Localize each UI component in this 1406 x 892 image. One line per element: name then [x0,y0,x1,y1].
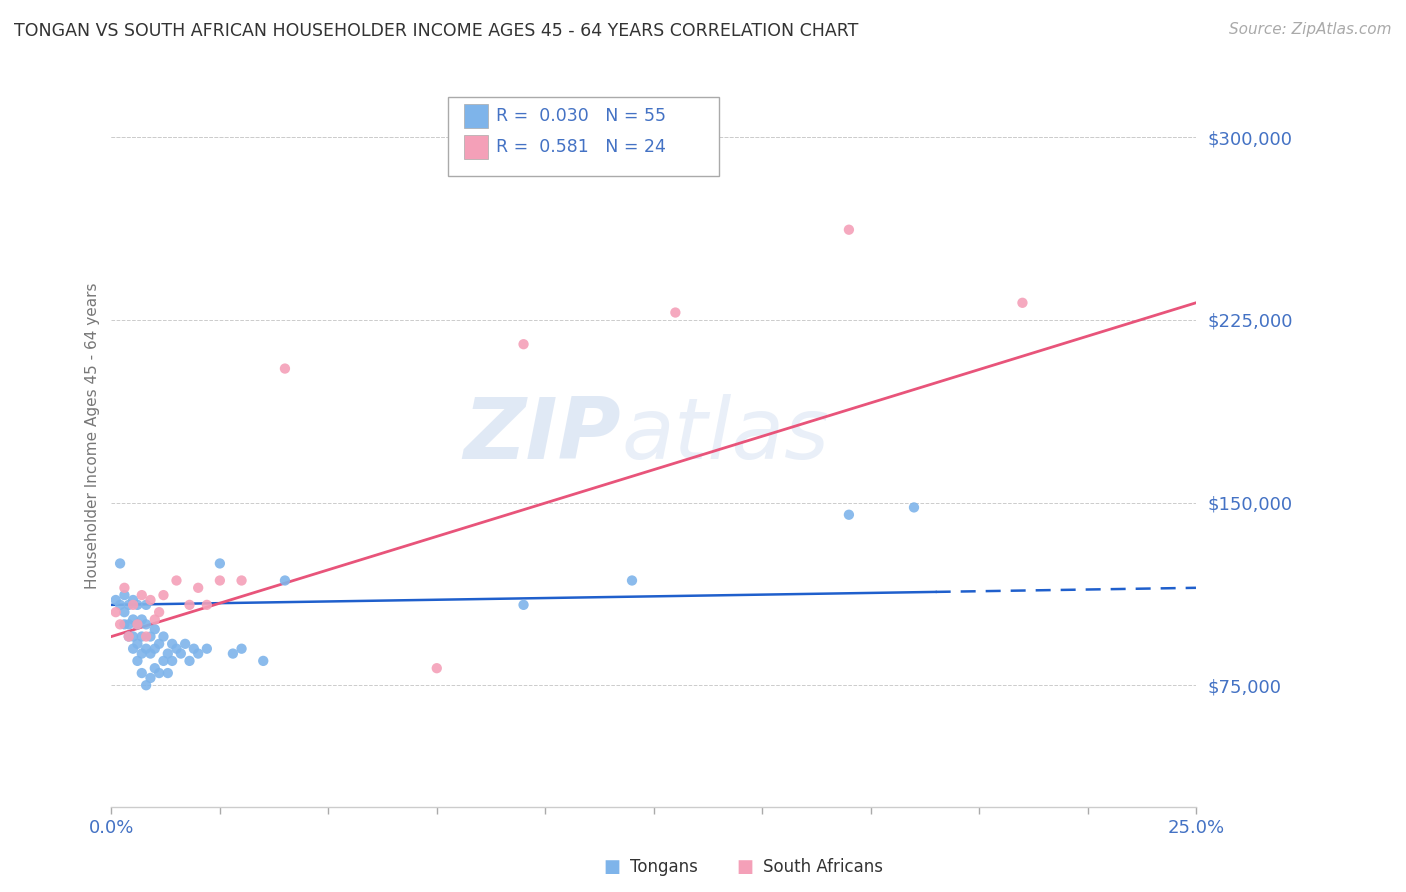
Point [122,630,145,644]
Point [112,588,135,602]
Point [139,593,162,607]
Point [152,588,174,602]
Point [160,637,183,651]
Point [118,617,141,632]
Text: ZIP: ZIP [464,394,621,477]
Point [135,617,157,632]
Point [187,581,209,595]
Point [274,361,297,376]
Point [127,617,149,632]
Point [231,574,253,588]
Point [179,598,201,612]
Point [222,647,245,661]
Point [131,630,153,644]
Y-axis label: Householder Income Ages 45 - 64 years: Householder Income Ages 45 - 64 years [86,282,100,589]
Point [135,678,157,692]
Point [139,647,162,661]
Point [179,654,201,668]
Point [838,223,860,237]
Bar [464,104,488,128]
Point [621,574,644,588]
Point [139,671,162,685]
Point [512,598,534,612]
Point [170,647,193,661]
Point [148,605,170,619]
Point [122,641,145,656]
Text: R =  0.030   N = 55: R = 0.030 N = 55 [496,107,666,125]
Point [148,637,170,651]
Point [112,581,135,595]
Point [152,654,174,668]
Point [131,647,153,661]
Text: ■: ■ [603,858,620,876]
Point [131,666,153,681]
Point [143,612,166,626]
Point [118,598,141,612]
Point [108,598,131,612]
Point [156,647,179,661]
Point [118,630,141,644]
Point [143,641,166,656]
Point [183,641,205,656]
Point [122,598,145,612]
Point [252,654,274,668]
FancyBboxPatch shape [447,97,718,176]
Point [143,661,166,675]
Point [135,630,157,644]
Point [112,617,135,632]
Point [112,605,135,619]
Point [127,598,149,612]
Point [108,617,131,632]
Point [118,630,141,644]
Point [166,574,188,588]
Point [664,305,686,319]
Text: Tongans: Tongans [630,858,697,876]
Point [122,593,145,607]
Point [127,637,149,651]
Point [156,666,179,681]
Point [104,593,127,607]
Point [195,598,218,612]
Point [426,661,449,675]
Point [208,574,231,588]
Point [127,617,149,632]
Point [152,630,174,644]
Text: R =  0.581   N = 24: R = 0.581 N = 24 [496,138,666,156]
Text: South Africans: South Africans [763,858,883,876]
Point [512,337,534,351]
Point [131,612,153,626]
Point [127,654,149,668]
Point [104,605,127,619]
Point [274,574,297,588]
Point [838,508,860,522]
Point [131,588,153,602]
Point [122,612,145,626]
Point [143,622,166,636]
Point [139,630,162,644]
Point [174,637,197,651]
Point [135,641,157,656]
Text: TONGAN VS SOUTH AFRICAN HOUSEHOLDER INCOME AGES 45 - 64 YEARS CORRELATION CHART: TONGAN VS SOUTH AFRICAN HOUSEHOLDER INCO… [14,22,859,40]
Bar [464,136,488,159]
Text: ■: ■ [737,858,754,876]
Text: atlas: atlas [621,394,830,477]
Point [108,557,131,571]
Point [195,641,218,656]
Point [166,641,188,656]
Point [148,666,170,681]
Point [231,641,253,656]
Point [1011,295,1033,310]
Point [208,557,231,571]
Point [135,598,157,612]
Point [160,654,183,668]
Point [187,647,209,661]
Point [903,500,925,515]
Text: Source: ZipAtlas.com: Source: ZipAtlas.com [1229,22,1392,37]
